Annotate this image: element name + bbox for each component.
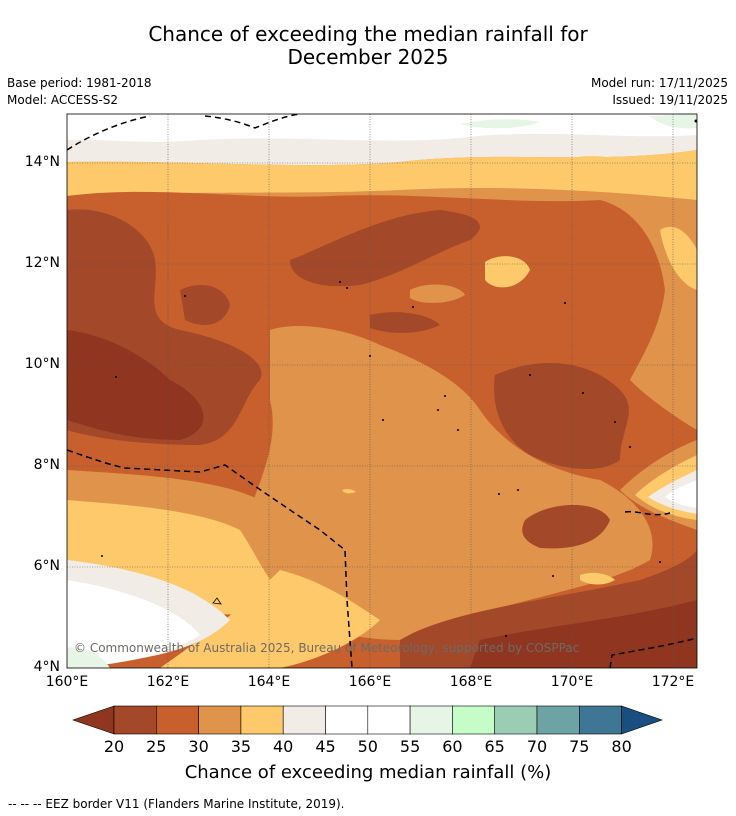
colorbar xyxy=(72,705,663,735)
eez-border xyxy=(67,114,697,668)
contour-55-60-sw xyxy=(67,647,110,668)
x-tick-label: 162°E xyxy=(146,674,190,690)
colorbar-tick-label: 75 xyxy=(569,737,590,756)
contour-45-55-sw xyxy=(67,580,200,668)
model-run-label: Model run: 17/11/2025 xyxy=(590,76,728,90)
colorbar-segment xyxy=(409,705,453,735)
x-tick-label: 168°E xyxy=(449,674,493,690)
colorbar-segment xyxy=(494,705,538,735)
colorbar-tick-label: 60 xyxy=(442,737,463,756)
islands xyxy=(101,119,697,637)
contour-35-40-ne xyxy=(660,226,697,290)
y-tick-label: 8°N xyxy=(33,457,60,473)
y-tick-label: 10°N xyxy=(24,356,60,372)
graticule xyxy=(67,114,697,668)
contour-20-25-east xyxy=(494,363,629,470)
y-tick-label: 6°N xyxy=(33,558,60,574)
contour-55-60-ne xyxy=(650,114,697,129)
colorbar-tick-label: 80 xyxy=(611,737,632,756)
x-tick-label: 172°E xyxy=(651,674,695,690)
colorbar-segment xyxy=(536,705,580,735)
y-tick-label: 12°N xyxy=(24,255,60,271)
colorbar-segment xyxy=(282,705,326,735)
contour-40-45-ne xyxy=(560,156,660,188)
colorbar-tick-label: 55 xyxy=(399,737,421,756)
contour-below-20-south xyxy=(470,600,697,668)
x-tick-label: 164°E xyxy=(247,674,291,690)
model-label: Model: ACCESS-S2 xyxy=(7,93,119,107)
colorbar-segment xyxy=(156,705,199,735)
colorbar-over-arrow xyxy=(621,705,663,735)
contour-55-60-north xyxy=(460,119,540,129)
colorbar-tick-label: 65 xyxy=(484,737,505,756)
contour-35-40-pocket-1 xyxy=(485,256,530,288)
map-title-line-2: December 2025 xyxy=(287,45,449,69)
contour-35-40-pocket-3 xyxy=(342,489,356,494)
colorbar-tick-label: 70 xyxy=(526,737,548,756)
contour-35-40-s xyxy=(160,570,380,668)
colorbar-tick-label: 25 xyxy=(146,737,167,756)
colorbar-tick-label: 45 xyxy=(315,737,336,756)
plot-frame xyxy=(66,113,698,669)
x-tick-label: 160°E xyxy=(45,674,89,690)
base-period-label: Base period: 1981-2018 xyxy=(7,76,152,90)
contour-40-45-north xyxy=(67,150,697,200)
colorbar-segment xyxy=(452,705,495,735)
x-tick-label: 170°E xyxy=(550,674,594,690)
island-outline xyxy=(212,597,222,605)
colorbar-under-arrow xyxy=(72,705,115,735)
colorbar-segment xyxy=(240,705,284,735)
colorbar-tick-label: 40 xyxy=(273,737,294,756)
colorbar-tick-label: 30 xyxy=(188,737,209,756)
map-contours xyxy=(67,114,697,668)
colorbar-tick-label: 20 xyxy=(103,737,125,756)
contour-below-20-west xyxy=(67,330,204,440)
y-tick-label: 4°N xyxy=(33,659,60,675)
copyright-notice: © Commonwealth of Australia 2025, Bureau… xyxy=(74,641,580,655)
colorbar-segment xyxy=(578,705,622,735)
contour-30-35-pocket xyxy=(410,284,465,303)
contour-30-35-center xyxy=(247,325,653,640)
contour-20-25-mid xyxy=(370,312,440,333)
colorbar-segment xyxy=(325,705,369,735)
eez-footnote: -- -- -- EEZ border V11 (Flanders Marine… xyxy=(8,797,345,811)
y-tick-label: 14°N xyxy=(24,154,60,170)
colorbar-tick-label: 35 xyxy=(230,737,252,756)
issued-label: Issued: 19/11/2025 xyxy=(612,93,728,107)
colorbar-segment xyxy=(113,705,157,735)
contour-35-40-pocket-2 xyxy=(580,572,615,585)
x-tick-label: 166°E xyxy=(348,674,392,690)
contour-20-25-east-small xyxy=(522,505,610,549)
colorbar-tick-label: 50 xyxy=(357,737,378,756)
contour-20-25-north xyxy=(290,210,480,287)
colorbar-title: Chance of exceeding median rainfall (%) xyxy=(184,762,552,783)
contour-50-55-north xyxy=(67,114,697,142)
map-title-line-1: Chance of exceeding the median rainfall … xyxy=(148,22,588,46)
colorbar-segment xyxy=(367,705,411,735)
contour-20-25-pocket xyxy=(180,285,230,325)
contour-45-55-east xyxy=(665,480,697,508)
colorbar-segment xyxy=(198,705,242,735)
